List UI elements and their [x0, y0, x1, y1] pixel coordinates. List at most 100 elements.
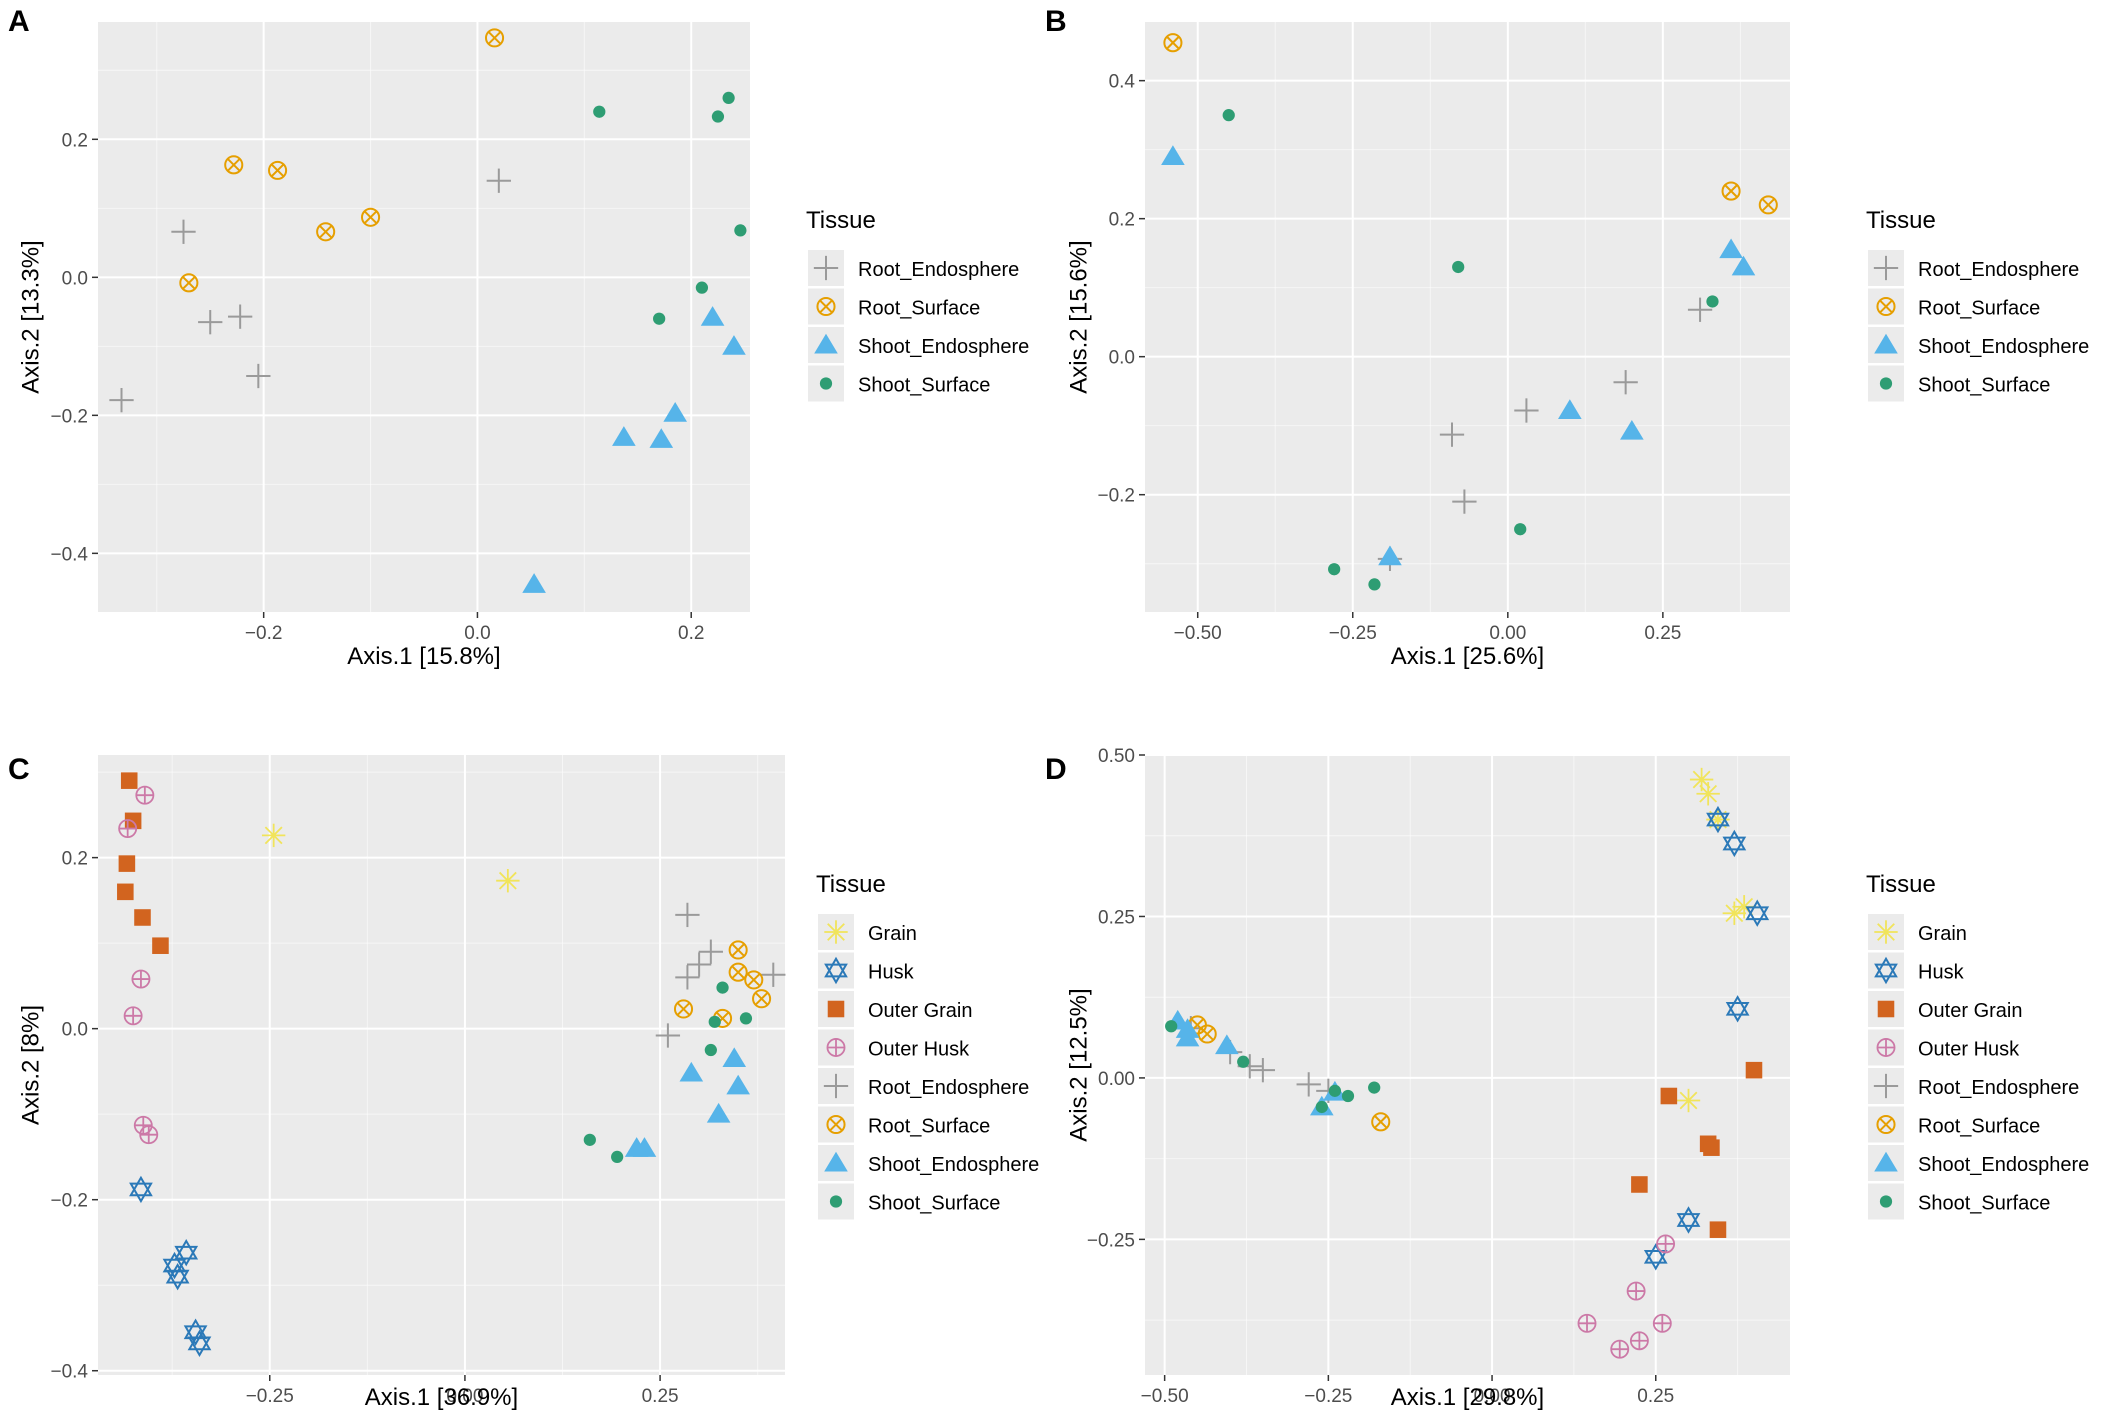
point-outer-husk [1629, 1331, 1649, 1351]
x-tick-label: 0.2 [678, 623, 704, 644]
point-shoot-endosphere [1378, 545, 1402, 566]
point-root-endosphere [675, 902, 700, 928]
legend-label: Root_Endosphere [858, 259, 1019, 281]
point-root-endosphere [109, 388, 134, 413]
point-root-surface [673, 999, 694, 1019]
legend-label: Root_Surface [1918, 298, 2040, 320]
point-grain [496, 869, 520, 893]
point-root-endosphere [246, 363, 271, 389]
y-tick-label: 0.2 [62, 849, 88, 870]
y-tick-label: 0.00 [1098, 1069, 1135, 1090]
point-shoot-surface [704, 1043, 717, 1057]
y-tick-label: −0.4 [50, 544, 88, 565]
legend-symbol-root-surface [816, 296, 836, 317]
point-shoot-endosphere [706, 1102, 731, 1123]
point-shoot-endosphere [612, 426, 636, 446]
legend-symbol-grain [824, 920, 848, 944]
point-husk [1722, 829, 1747, 858]
y-tick-label: 0.0 [1109, 348, 1135, 369]
point-shoot-endosphere [700, 306, 725, 326]
point-root-endosphere [698, 939, 723, 964]
legend-symbol-grain [1874, 920, 1898, 944]
point-grain [1706, 807, 1730, 832]
point-shoot-endosphere [722, 335, 746, 355]
point-root-endosphere [486, 168, 511, 193]
point-root-surface [744, 970, 764, 990]
y-axis-title: Axis.2 [13.3%] [17, 240, 44, 393]
point-root-surface [1721, 181, 1741, 201]
legend-label: Outer Grain [1918, 1000, 2022, 1022]
point-shoot-endosphere [1731, 255, 1756, 276]
point-outer-grain [1631, 1176, 1648, 1193]
point-outer-husk [1652, 1313, 1672, 1333]
point-root-surface [361, 207, 381, 227]
point-root-surface [224, 155, 244, 175]
point-root-endosphere [1296, 1072, 1321, 1097]
point-shoot-surface [1706, 295, 1719, 308]
point-outer-husk [1626, 1281, 1646, 1301]
point-shoot-surface [1328, 1084, 1342, 1097]
legend-symbol-husk [1874, 956, 1898, 985]
point-husk [1745, 899, 1770, 927]
point-shoot-surface [1222, 109, 1235, 122]
point-shoot-surface [1315, 1100, 1328, 1114]
point-root-endosphere [1250, 1058, 1276, 1083]
x-tick-label: 0.25 [642, 1386, 679, 1407]
point-shoot-endosphere [624, 1137, 649, 1157]
legend-label: Root_Endosphere [868, 1077, 1029, 1099]
point-shoot-surface [1514, 523, 1527, 536]
panel-c: C −0.25 0.00 0.25 −0.4 −0.2 0.0 0.2 Axis.1 [36.… [8, 753, 1039, 1411]
legend-symbol-shoot-surface [1879, 377, 1893, 390]
legend-symbol-root-endosphere [1873, 1073, 1899, 1099]
legend-label: Outer Husk [1918, 1039, 2020, 1061]
legend-symbol-outer-husk [1876, 1038, 1896, 1057]
legend-label: Grain [868, 923, 917, 945]
legend-label: Husk [868, 962, 915, 984]
legend-symbol-outer-husk [826, 1038, 846, 1057]
point-shoot-surface [734, 224, 747, 237]
point-shoot-surface [708, 1015, 721, 1028]
y-tick-label: −0.25 [1087, 1230, 1135, 1251]
x-tick-label: −0.25 [1329, 623, 1377, 644]
point-root-surface [1758, 195, 1778, 215]
point-outer-grain [120, 772, 138, 789]
point-husk [129, 1175, 153, 1204]
legend-title: Tissue [816, 871, 886, 898]
y-tick-label: 0.4 [1109, 72, 1136, 93]
point-outer-grain [118, 855, 136, 872]
panel-letter-a: A [8, 5, 30, 38]
y-tick-label: −0.4 [50, 1362, 88, 1383]
y-axis-title: Axis.2 [15.6%] [1065, 240, 1092, 393]
point-shoot-surface [1368, 1081, 1381, 1094]
point-root-surface [1371, 1112, 1391, 1132]
point-outer-husk [1610, 1339, 1630, 1359]
legend-label: Husk [1918, 962, 1965, 984]
x-tick-label: 0.25 [1644, 623, 1681, 644]
legend-symbol-shoot-surface [1879, 1195, 1893, 1208]
x-axis-title: Axis.1 [25.6%] [1391, 643, 1544, 670]
legend-label: Root_Endosphere [1918, 259, 2079, 281]
panel-a: A −0.2 0.0 0.2 −0.4 −0.2 0.0 0.2 Axis.1 [15.8%]… [8, 5, 1029, 670]
legend-symbol-shoot-endosphere [814, 333, 838, 354]
x-tick-label: −0.50 [1141, 1386, 1189, 1407]
point-root-endosphere [1452, 489, 1477, 514]
point-root-endosphere [228, 304, 253, 329]
point-shoot-endosphere [649, 428, 674, 448]
point-root-surface [316, 222, 336, 242]
legend-symbol-shoot-endosphere [1874, 333, 1898, 354]
panel-letter-c: C [8, 753, 30, 786]
legend-symbol-root-endosphere [813, 255, 839, 281]
y-tick-label: 0.0 [62, 268, 88, 289]
point-root-endosphere [686, 952, 712, 977]
legend-label: Root_Surface [1918, 1116, 2040, 1138]
point-shoot-surface [1341, 1089, 1355, 1103]
point-shoot-surface [695, 281, 709, 294]
point-husk [1643, 1243, 1668, 1271]
point-shoot-endosphere [1215, 1034, 1239, 1055]
legend-label: Shoot_Endosphere [1918, 336, 2089, 358]
point-root-endosphere [1613, 370, 1638, 395]
y-tick-label: −0.2 [1097, 486, 1135, 507]
legend-symbol-husk [824, 956, 848, 985]
point-outer-husk [131, 969, 151, 989]
legend-label: Shoot_Surface [868, 1193, 1000, 1215]
